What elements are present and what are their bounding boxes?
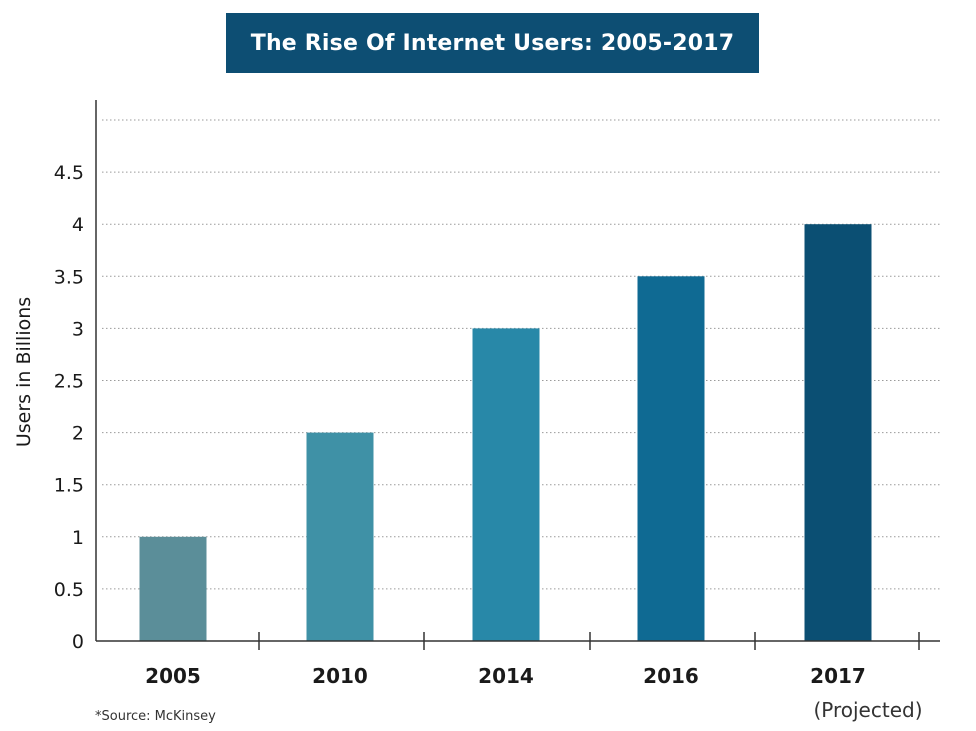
- chart-title-box: The Rise Of Internet Users: 2005-2017: [226, 13, 759, 73]
- y-axis-title: Users in Billions: [13, 297, 35, 447]
- x-tick-label: 2016: [643, 664, 699, 688]
- source-note: *Source: McKinsey: [95, 709, 216, 724]
- y-tick-label: 3: [72, 318, 84, 340]
- y-tick-label: 0.5: [54, 579, 84, 601]
- bar-2016: [637, 276, 705, 641]
- y-tick-label: 2: [72, 423, 84, 445]
- bar-2005: [139, 536, 207, 641]
- bars: [139, 224, 872, 641]
- x-tick-label: 2005: [145, 664, 201, 688]
- chart-title: The Rise Of Internet Users: 2005-2017: [250, 30, 735, 56]
- y-tick-label: 3.5: [54, 266, 84, 288]
- x-tick-labels: 2005 2010 2014 2016 2017 (Projected): [145, 664, 922, 722]
- y-tick-label: 4: [72, 214, 84, 236]
- x-tick-sublabel: (Projected): [813, 698, 922, 722]
- y-tick-labels: 0 0.5 1 1.5 2 2.5 3 3.5 4 4.5: [54, 162, 84, 653]
- x-tick-label: 2017: [810, 664, 866, 688]
- x-tick-label: 2010: [312, 664, 368, 688]
- bar-2010: [306, 432, 374, 641]
- y-tick-label: 4.5: [54, 162, 84, 184]
- x-tick-label: 2014: [478, 664, 534, 688]
- y-tick-label: 1: [72, 527, 84, 549]
- bar-2017: [804, 224, 872, 641]
- y-tick-label: 1.5: [54, 475, 84, 497]
- axes: [95, 100, 940, 650]
- y-tick-label: 2.5: [54, 371, 84, 393]
- bar-2014: [472, 328, 540, 641]
- y-tick-label: 0: [72, 631, 84, 653]
